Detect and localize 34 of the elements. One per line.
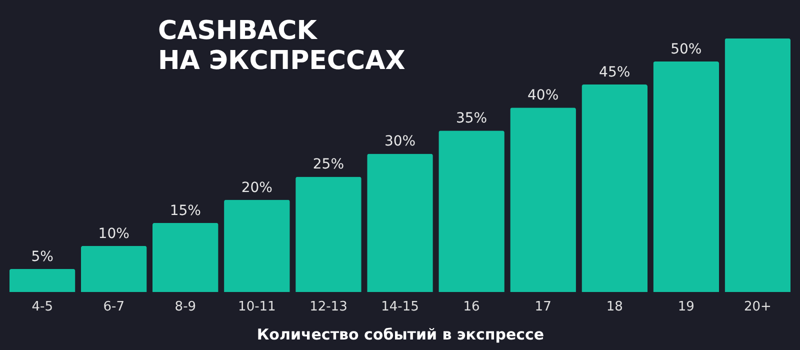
bar <box>152 222 218 292</box>
x-axis-title: Количество событий в экспрессе <box>256 326 544 344</box>
bar <box>510 108 576 292</box>
bar <box>80 246 147 292</box>
x-tick-label: 18 <box>606 300 623 314</box>
x-tick-label: 19 <box>678 300 694 314</box>
x-tick-label: 20+ <box>744 300 772 314</box>
data-label: 25% <box>312 156 344 173</box>
data-label: 20% <box>241 180 272 196</box>
bar <box>724 38 791 292</box>
data-label: 35% <box>456 110 488 127</box>
x-tick-label: 17 <box>534 300 552 314</box>
data-label: 45% <box>599 64 630 81</box>
data-label: 40% <box>528 88 559 104</box>
bar <box>296 176 362 292</box>
x-tick-label: 10-11 <box>238 300 276 314</box>
data-label: 5% <box>31 248 54 265</box>
x-tick-label: 12-13 <box>310 300 348 314</box>
x-tick-label: 6-7 <box>103 300 124 314</box>
x-tick-label: 8-9 <box>174 300 196 314</box>
data-label: 50% <box>670 41 702 58</box>
data-label: 10% <box>98 226 130 242</box>
bar <box>653 61 720 292</box>
x-tick-label: 4-5 <box>32 300 53 314</box>
bar <box>582 84 648 292</box>
x-tick-label: 16 <box>463 300 480 314</box>
bar <box>438 130 504 292</box>
chart-title: CASHBACK НА ЭКСПРЕССАХ <box>158 16 406 76</box>
bar <box>9 268 76 292</box>
x-tick-label: 14-15 <box>381 300 419 314</box>
bar <box>367 154 433 292</box>
data-label: 30% <box>384 134 416 150</box>
data-label: 15% <box>170 202 201 219</box>
bar <box>224 200 290 292</box>
